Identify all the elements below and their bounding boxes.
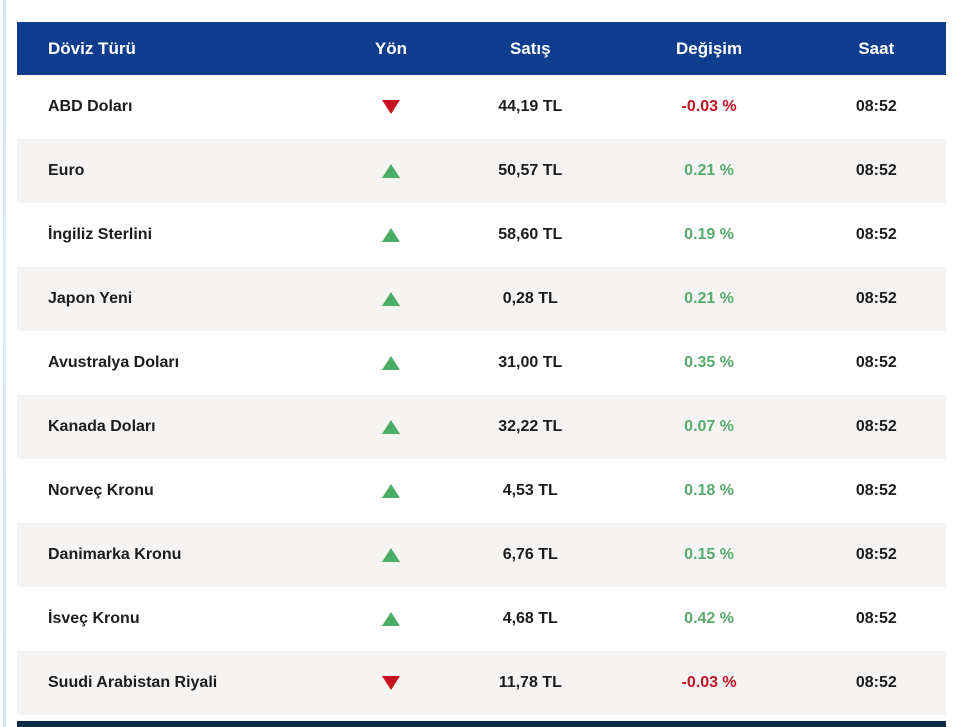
change-percent: -0.03 % <box>681 674 737 691</box>
up-arrow-icon <box>381 228 400 242</box>
column-header-currency-type: Döviz Türü <box>48 38 136 58</box>
change-percent: 0.07 % <box>684 418 734 435</box>
left-edge-strip <box>3 0 6 727</box>
sell-price: 4,53 TL <box>502 482 558 499</box>
change-percent: 0.42 % <box>684 610 734 627</box>
currency-row[interactable]: Suudi Arabistan Riyali 11,78 TL -0.03 % … <box>17 651 946 715</box>
currency-row[interactable]: Norveç Kronu 4,53 TL 0.18 % 08:52 <box>17 459 946 523</box>
currency-name: Suudi Arabistan Riyali <box>48 674 218 691</box>
currency-row[interactable]: Euro 50,57 TL 0.21 % 08:52 <box>17 139 946 203</box>
update-time: 08:52 <box>855 482 897 499</box>
currency-name: Danimarka Kronu <box>48 546 182 563</box>
column-header-change: Değişim <box>676 38 743 58</box>
table-body: ABD Doları 44,19 TL -0.03 % 08:52 Euro 5… <box>17 75 946 715</box>
sell-price: 4,68 TL <box>502 610 558 627</box>
update-time: 08:52 <box>855 226 897 243</box>
change-percent: -0.03 % <box>681 98 737 115</box>
sell-price: 6,76 TL <box>502 546 558 563</box>
change-percent: 0.18 % <box>684 482 734 499</box>
up-arrow-icon <box>381 292 400 306</box>
change-percent: 0.15 % <box>684 546 734 563</box>
sell-price: 32,22 TL <box>498 418 563 435</box>
currency-row[interactable]: Danimarka Kronu 6,76 TL 0.15 % 08:52 <box>17 523 946 587</box>
currency-name: İsveç Kronu <box>48 610 140 627</box>
column-header-sell-price: Satış <box>509 38 551 58</box>
sell-price: 58,60 TL <box>498 226 563 243</box>
column-header-time: Saat <box>858 38 895 58</box>
sell-price: 44,19 TL <box>498 98 563 115</box>
currency-name: Kanada Doları <box>48 418 156 435</box>
down-arrow-icon <box>381 100 400 114</box>
sell-price: 50,57 TL <box>498 162 563 179</box>
up-arrow-icon <box>381 484 400 498</box>
update-time: 08:52 <box>855 354 897 371</box>
currency-row[interactable]: İsveç Kronu 4,68 TL 0.42 % 08:52 <box>17 587 946 651</box>
up-arrow-icon <box>381 164 400 178</box>
sell-price: 31,00 TL <box>498 354 563 371</box>
update-time: 08:52 <box>855 674 897 691</box>
update-time: 08:52 <box>855 98 897 115</box>
change-percent: 0.21 % <box>684 162 734 179</box>
down-arrow-icon <box>381 676 400 690</box>
currency-name: Norveç Kronu <box>48 482 154 499</box>
column-header-direction: Yön <box>374 38 407 58</box>
up-arrow-icon <box>381 548 400 562</box>
sell-price: 11,78 TL <box>498 674 562 691</box>
currency-row[interactable]: ABD Doları 44,19 TL -0.03 % 08:52 <box>17 75 946 139</box>
change-percent: 0.35 % <box>684 354 734 371</box>
update-time: 08:52 <box>855 418 897 435</box>
currency-name: Japon Yeni <box>48 290 133 307</box>
currency-row[interactable]: Kanada Doları 32,22 TL 0.07 % 08:52 <box>17 395 946 459</box>
update-time: 08:52 <box>855 290 897 307</box>
change-percent: 0.21 % <box>684 290 734 307</box>
up-arrow-icon <box>381 420 400 434</box>
change-percent: 0.19 % <box>684 226 734 243</box>
up-arrow-icon <box>381 356 400 370</box>
up-arrow-icon <box>381 612 400 626</box>
currency-name: İngiliz Sterlini <box>48 226 153 243</box>
currency-name: ABD Doları <box>48 98 133 115</box>
currency-row[interactable]: Japon Yeni 0,28 TL 0.21 % 08:52 <box>17 267 946 331</box>
next-section-header-edge <box>17 721 946 727</box>
update-time: 08:52 <box>855 162 897 179</box>
sell-price: 0,28 TL <box>502 290 558 307</box>
update-time: 08:52 <box>855 610 897 627</box>
currency-row[interactable]: İngiliz Sterlini 58,60 TL 0.19 % 08:52 <box>17 203 946 267</box>
currency-name: Avustralya Doları <box>48 354 180 371</box>
currency-name: Euro <box>48 162 85 179</box>
currency-rates-table: Döviz Türü Yön Satış Değişim Saat ABD Do… <box>17 22 946 715</box>
currency-row[interactable]: Avustralya Doları 31,00 TL 0.35 % 08:52 <box>17 331 946 395</box>
update-time: 08:52 <box>855 546 897 563</box>
table-header-row: Döviz Türü Yön Satış Değişim Saat <box>17 22 946 75</box>
